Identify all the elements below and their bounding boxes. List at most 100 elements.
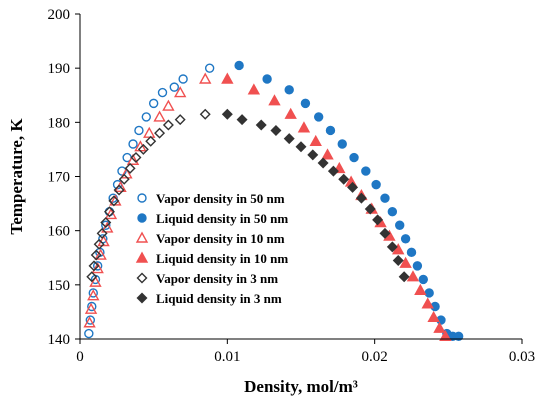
data-point (87, 301, 97, 312)
plot-area (83, 60, 464, 341)
data-point (88, 260, 100, 272)
data-point (108, 195, 120, 207)
data-point (104, 207, 118, 220)
data-point (406, 270, 420, 282)
data-point (439, 329, 452, 341)
x-tick-label: 0.03 (509, 349, 535, 365)
data-point (141, 112, 152, 122)
data-point (83, 316, 96, 328)
data-point (100, 217, 112, 229)
data-point (433, 321, 446, 333)
data-point (84, 328, 94, 339)
data-point (153, 110, 166, 122)
data-point (268, 94, 281, 106)
data-point (309, 134, 322, 146)
data-point (355, 192, 367, 204)
y-tick-label: 140 (48, 332, 71, 348)
data-point (453, 331, 464, 341)
data-point (387, 207, 398, 217)
series-5 (221, 108, 410, 283)
x-tick-label: 0.02 (362, 349, 388, 365)
data-point (89, 275, 102, 287)
y-ticks: 140 150 160 170 180 190 200 (48, 7, 80, 348)
data-point (173, 86, 187, 98)
data-point (247, 83, 261, 95)
data-point (392, 243, 405, 255)
data-point (199, 108, 211, 120)
data-point (157, 87, 168, 98)
legend-label: Liquid density in 50 nm (156, 211, 288, 226)
data-point (236, 114, 248, 126)
legend: Vapor density in 50 nm Liquid density in … (135, 191, 288, 306)
legend-label: Liquid density in 10 nm (156, 251, 288, 266)
data-point (427, 310, 440, 323)
data-point (338, 173, 350, 185)
data-point (337, 139, 347, 149)
data-point (145, 135, 157, 147)
y-tick-label: 150 (48, 278, 71, 294)
data-point (418, 274, 428, 285)
data-point (313, 112, 324, 122)
data-point (297, 121, 311, 133)
data-point (398, 271, 410, 283)
y-axis-title: Temperature, K (7, 118, 26, 235)
legend-marker (136, 292, 148, 304)
data-point (199, 72, 212, 84)
data-point (162, 99, 175, 111)
data-point (406, 247, 417, 258)
data-point (392, 254, 404, 266)
data-point (154, 127, 166, 139)
data-point (283, 133, 295, 145)
data-point (101, 220, 111, 230)
axes: 0 0.01 0.02 0.03 140 150 160 170 180 190 200 (48, 7, 536, 365)
data-point (143, 126, 156, 138)
x-tick-label: 0.01 (214, 349, 240, 365)
data-point (162, 119, 174, 131)
x-ticks: 0 0.01 0.02 0.03 (76, 339, 535, 365)
y-tick-label: 200 (48, 7, 71, 23)
legend-label: Vapor density in 3 nm (156, 271, 278, 286)
data-point (325, 125, 336, 136)
data-point (103, 206, 115, 218)
legend-marker (135, 231, 149, 243)
series-1 (234, 60, 464, 341)
data-point (234, 60, 244, 71)
legend-marker (135, 251, 149, 263)
series-4 (86, 108, 211, 283)
data-point (85, 315, 96, 325)
y-tick-label: 190 (48, 61, 71, 77)
data-point (379, 227, 391, 239)
data-point (169, 82, 179, 92)
data-point (307, 149, 319, 161)
data-point (126, 153, 140, 165)
legend-marker (136, 272, 148, 284)
data-point (91, 262, 104, 274)
legend-marker (137, 213, 147, 223)
data-point (284, 85, 294, 95)
data-point (372, 214, 384, 226)
data-point (94, 248, 107, 260)
data-point (284, 107, 297, 119)
data-point (124, 162, 136, 174)
data-point (412, 261, 423, 271)
data-point (380, 193, 390, 203)
data-point (300, 98, 311, 109)
data-point (101, 221, 114, 233)
legend-label: Vapor density in 10 nm (156, 231, 285, 246)
data-point (86, 271, 98, 283)
data-point (90, 249, 102, 261)
data-point (386, 241, 398, 253)
data-point (113, 184, 125, 196)
data-point (87, 289, 100, 301)
data-point (128, 139, 138, 149)
data-point (349, 152, 359, 163)
legend-marker (137, 193, 147, 203)
data-point (347, 181, 359, 193)
data-point (414, 283, 427, 295)
data-point (399, 256, 412, 268)
data-point (118, 173, 130, 185)
data-point (364, 203, 376, 215)
data-point (327, 165, 339, 177)
data-point (270, 124, 282, 136)
